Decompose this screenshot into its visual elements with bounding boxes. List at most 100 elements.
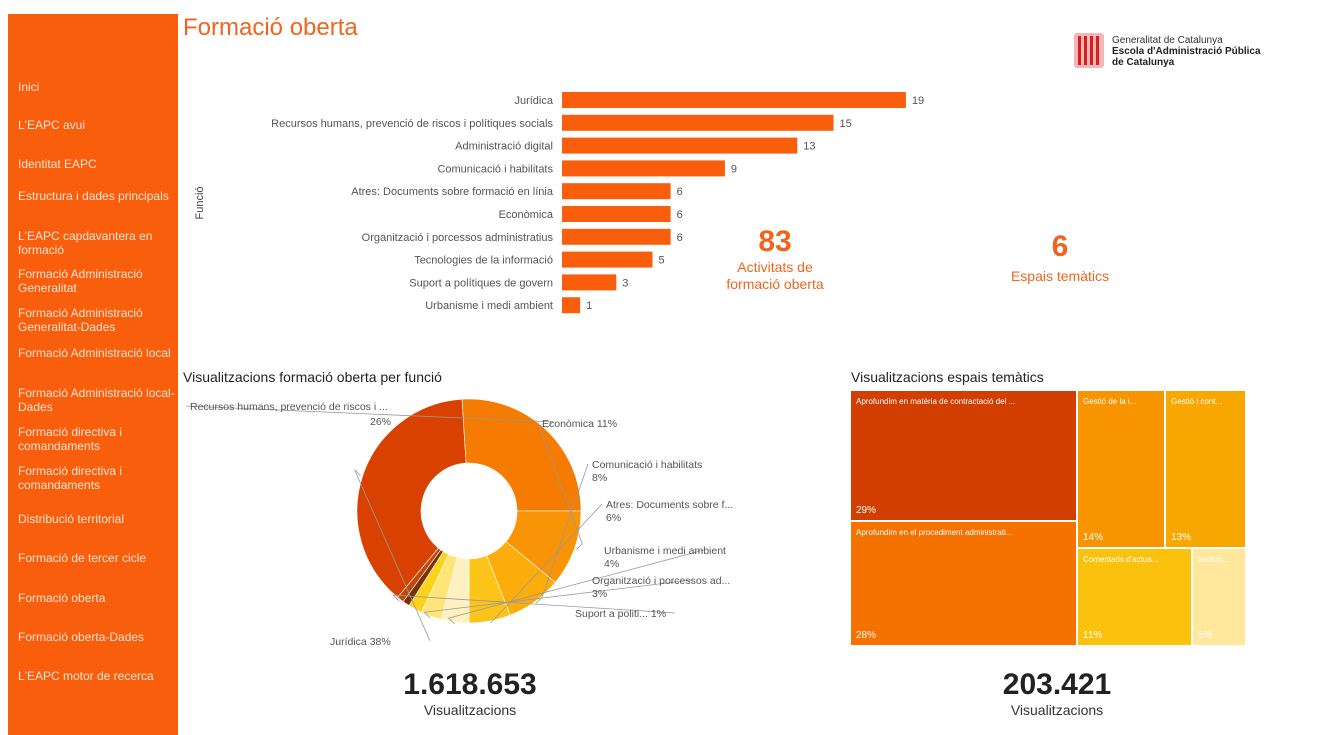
total-visualitzacions-left: 1.618.653 Visualitzacions	[370, 668, 570, 718]
sidebar-item-formacio-generalitat-dades[interactable]: Formació Administració Generalitat-Dades	[18, 306, 143, 334]
treemap-cell[interactable]: Aprofundim en el procediment administrat…	[850, 521, 1077, 646]
donut-slice-label: Suport a politi... 1%	[575, 608, 666, 620]
sidebar-nav: Inici L'EAPC avui Identitat EAPC Estruct…	[8, 14, 178, 735]
donut-leader-line	[537, 422, 583, 550]
sidebar-item-estructura[interactable]: Estructura i dades principals	[18, 189, 169, 203]
sidebar-item-formacio-directiva-2[interactable]: Formació directiva i comandaments	[18, 464, 123, 492]
bar-category-label: Comunicació i habilitats	[437, 163, 553, 175]
total-right-value: 203.421	[1002, 668, 1112, 701]
sidebar-item-distribucio[interactable]: Distribució territorial	[18, 512, 125, 526]
donut-slice-label: Econòmica 11%	[542, 418, 617, 430]
total-visualitzacions-right: 203.421 Visualitzacions	[957, 668, 1157, 718]
bar[interactable]	[562, 183, 671, 200]
donut-slice-pct: 38%	[370, 636, 391, 648]
bar[interactable]	[562, 251, 653, 268]
treemap-cell-label: Aprofundim en el procediment administrat…	[856, 528, 1013, 537]
treemap-cell[interactable]: Comentaris d'actua... 11%	[1077, 548, 1192, 646]
donut-slice[interactable]	[461, 398, 582, 512]
donut-leader-line	[354, 469, 431, 642]
treemap-cell-pct: 5%	[1198, 630, 1213, 641]
logo-line-3: de Catalunya	[1112, 57, 1175, 68]
donut-slice-pct: 6%	[606, 512, 621, 524]
sidebar-item-formacio-oberta[interactable]: Formació oberta	[18, 591, 106, 605]
sidebar-item-formacio-oberta-dades[interactable]: Formació oberta-Dades	[18, 630, 145, 644]
kpi-activitats: 83 Activitats de formació oberta	[705, 225, 845, 293]
treemap-cell[interactable]: Instruc... 5%	[1192, 548, 1246, 646]
bar-value-label: 6	[677, 186, 683, 198]
generalitat-logo: Generalitat de Catalunya Escola d'Admini…	[1074, 33, 1304, 71]
donut-slice-label: Urbanisme i medi ambient	[604, 545, 726, 557]
donut-leader-line	[490, 503, 603, 624]
donut-slice[interactable]	[356, 398, 467, 598]
kpi-espais: 6 Espais temàtics	[985, 230, 1135, 285]
bar[interactable]	[562, 206, 671, 222]
donut-slice-pct: 3%	[592, 588, 607, 600]
sidebar-item-eapc-avui[interactable]: L'EAPC avui	[18, 118, 85, 132]
sidebar-item-formacio-local-dades[interactable]: Formació Administració local-Dades	[18, 386, 175, 414]
sidebar-item-inici[interactable]: Inici	[18, 80, 40, 94]
donut-leader-line	[447, 549, 705, 625]
donut-slice-pct: 8%	[592, 472, 607, 484]
donut-slice-label: Organització i porcessos ad...	[592, 575, 730, 587]
treemap-cell-pct: 29%	[856, 505, 877, 516]
total-left-value: 1.618.653	[403, 668, 537, 701]
bar-value-label: 15	[840, 118, 852, 130]
senyera-seal-icon	[1074, 33, 1104, 68]
treemap-cell[interactable]: Gestió de la i... 14%	[1077, 390, 1165, 548]
bar[interactable]	[562, 160, 725, 177]
bar-value-label: 3	[622, 277, 628, 289]
bar-category-label: Tecnologies de la informació	[414, 255, 553, 267]
kpi-activitats-label-2: formació oberta	[726, 276, 824, 292]
donut-slice-pct: 4%	[604, 558, 619, 570]
bar-category-label: Econòmica	[499, 209, 554, 221]
bar-value-label: 1	[586, 300, 592, 312]
treemap-cell[interactable]: Aprofundim en matèria de contractació de…	[850, 390, 1077, 521]
bar[interactable]	[562, 137, 798, 154]
donut-slice-label: Comunicació i habilitats	[592, 459, 702, 471]
treemap-cell-pct: 28%	[856, 630, 877, 641]
sidebar-item-capdavantera[interactable]: L'EAPC capdavantera en formació	[18, 229, 153, 257]
bar-category-label: Administració digital	[455, 141, 553, 153]
bar[interactable]	[562, 114, 834, 131]
kpi-activitats-value: 83	[758, 225, 792, 258]
total-left-label: Visualitzacions	[423, 702, 517, 718]
donut-slice-label: Jurídica 38%	[330, 636, 391, 648]
treemap-cell-pct: 11%	[1083, 630, 1103, 641]
donut-leader-line	[423, 579, 693, 619]
treemap-cell-pct: 13%	[1171, 532, 1192, 543]
bar[interactable]	[562, 228, 671, 245]
sidebar-item-formacio-local[interactable]: Formació Administració local	[18, 346, 171, 360]
logo-line-1: Generalitat de Catalunya	[1112, 35, 1223, 46]
treemap-cell-pct: 14%	[1083, 532, 1104, 543]
treemap-cell-label: Comentaris d'actua...	[1083, 555, 1159, 564]
bar-value-label: 5	[659, 255, 665, 267]
treemap-cell[interactable]: Gestió i cont... 13%	[1165, 390, 1246, 548]
sidebar-item-motor-recerca[interactable]: L'EAPC motor de recerca	[18, 669, 154, 683]
bar[interactable]	[562, 92, 906, 108]
y-axis-label: Funció	[194, 186, 206, 219]
donut-leader-line	[535, 463, 589, 604]
sidebar-item-tercer-cicle[interactable]: Formació de tercer cicle	[18, 551, 147, 565]
page-title: Formació oberta	[183, 14, 358, 41]
treemap-cell-label: Gestió de la i...	[1083, 397, 1137, 406]
bar-value-label: 13	[803, 141, 815, 153]
treemap-cell-label: Instruc...	[1198, 555, 1229, 564]
bar-value-label: 6	[677, 232, 683, 244]
bar[interactable]	[562, 274, 617, 291]
treemap-espais: Aprofundim en matèria de contractació de…	[850, 390, 1246, 646]
total-right-label: Visualitzacions	[1010, 702, 1104, 718]
bar-category-label: Recursos humans, prevenció de riscos i p…	[271, 118, 553, 130]
kpi-espais-value: 6	[1051, 230, 1069, 263]
donut-slice-pct: 26%	[370, 416, 391, 428]
sidebar-item-formacio-directiva[interactable]: Formació directiva i comandaments	[18, 425, 123, 453]
bar[interactable]	[562, 297, 581, 314]
donut-slice-pct: 11%	[597, 418, 617, 430]
sidebar-item-identitat[interactable]: Identitat EAPC	[18, 157, 97, 171]
treemap-title: Visualitzacions espais temàtics	[851, 369, 1044, 385]
kpi-espais-label: Espais temàtics	[1010, 268, 1110, 284]
bar-category-label: Jurídica	[514, 95, 553, 107]
kpi-activitats-label-1: Activitats de	[737, 259, 813, 275]
donut-slice-label: Atres: Documents sobre f...	[606, 499, 733, 511]
sidebar-item-formacio-generalitat[interactable]: Formació Administració Generalitat	[18, 267, 143, 295]
